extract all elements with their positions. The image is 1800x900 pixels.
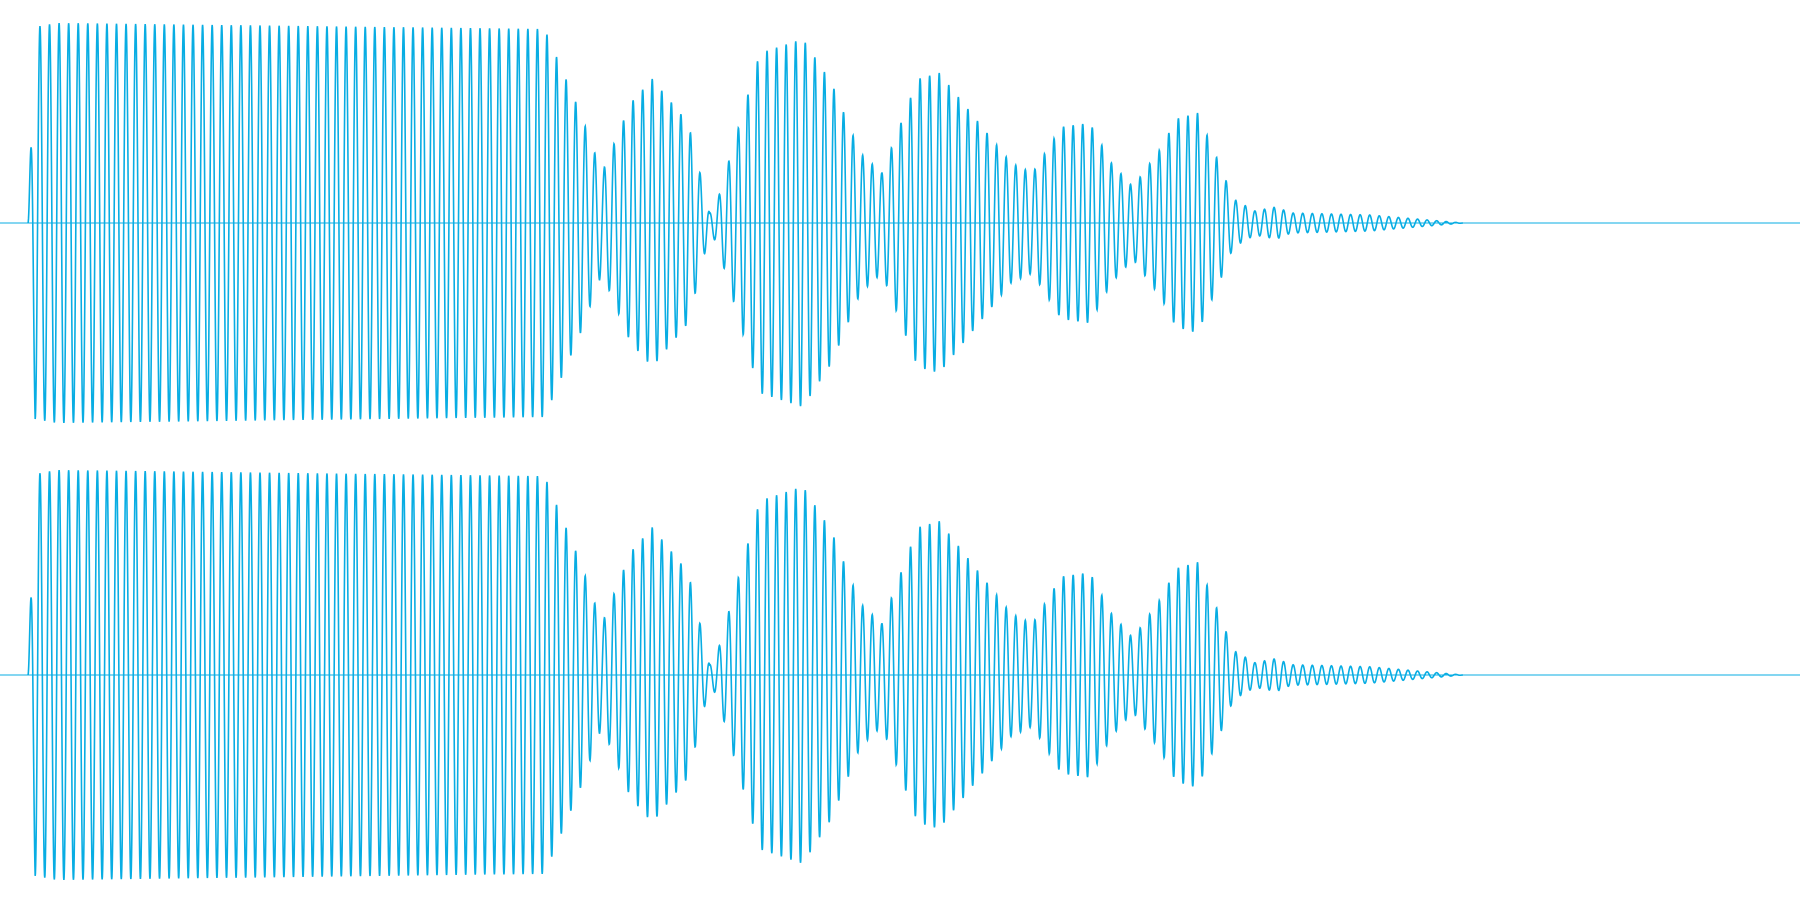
channel-1-waveform bbox=[0, 22, 1800, 423]
channel-2-waveform bbox=[0, 469, 1800, 880]
channel-2-wave-path bbox=[27, 469, 1463, 880]
channel-1-wave-path bbox=[27, 22, 1463, 423]
